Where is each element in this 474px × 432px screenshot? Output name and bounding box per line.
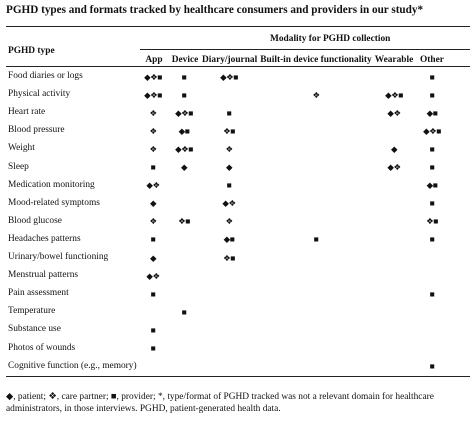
table-cell: ◆❖■ <box>220 71 238 82</box>
table-cell: ■ <box>181 71 187 82</box>
table-cell: ❖ <box>149 125 157 136</box>
table-cell: ❖ <box>149 143 157 154</box>
table-cell: ◆ <box>149 198 157 209</box>
col-header-wearable: Wearable <box>374 55 414 65</box>
pghd-type-header: PGHD type <box>8 46 55 56</box>
modality-header: Modality for PGHD collection <box>270 34 391 44</box>
row-label: Pain assessment <box>8 288 69 299</box>
table-cell: ■ <box>429 198 435 209</box>
table-cell: ❖■ <box>223 125 235 136</box>
row-label: Physical activity <box>8 89 71 100</box>
row-label: Photos of wounds <box>8 342 76 353</box>
table-cell: ■ <box>429 361 435 372</box>
table-footnote: ◆, patient; ❖, care partner; ■, provider… <box>6 392 434 414</box>
table-cell: ■ <box>181 306 187 317</box>
header-rule <box>6 66 470 67</box>
table-cell: ■ <box>150 288 156 299</box>
table-cell: ■ <box>150 324 156 335</box>
row-label: Urinary/bowel functioning <box>8 252 109 262</box>
top-rule <box>6 26 470 27</box>
table-cell: ◆❖■ <box>423 125 441 136</box>
col-header-device: Device <box>171 55 199 65</box>
table-cell: ◆■ <box>426 107 438 118</box>
table-cell: ❖■ <box>178 216 190 227</box>
table-cell: ◆❖■ <box>175 143 193 154</box>
table-cell: ■ <box>429 71 435 82</box>
table-cell: ◆❖■ <box>385 89 403 100</box>
table-cell: ■ <box>429 143 435 154</box>
table-cell: ◆■ <box>426 180 438 191</box>
table-cell: ◆ <box>180 162 188 172</box>
row-label: Blood glucose <box>8 215 62 226</box>
col-header-diary: Diary/journal <box>202 55 258 65</box>
col-header-builtin: Built-in device functionality <box>260 55 372 65</box>
table-cell: ◆ <box>390 143 398 154</box>
table-cell: ◆ <box>225 162 233 172</box>
table-cell: ◆❖■ <box>144 71 162 82</box>
row-label: Food diaries or logs <box>8 71 83 81</box>
table-cell: ◆❖ <box>387 107 401 118</box>
table-cell: ❖ <box>149 216 157 227</box>
row-label: Temperature <box>8 306 56 317</box>
table-cell: ❖ <box>312 89 320 100</box>
table-cell: ■ <box>150 162 156 172</box>
bottom-rule <box>6 376 470 377</box>
modality-subrule <box>140 49 470 50</box>
row-label: Cognitive function (e.g., memory) <box>8 360 137 371</box>
col-header-app: App <box>145 55 163 65</box>
table-cell: ■ <box>181 89 187 100</box>
row-label: Sleep <box>8 161 29 172</box>
table-cell: ❖ <box>225 216 233 227</box>
row-label: Weight <box>8 143 35 154</box>
table-cell: ■ <box>313 234 319 245</box>
table-cell: ❖ <box>149 107 157 118</box>
table-cell: ■ <box>429 89 435 100</box>
table-cell: ◆❖ <box>387 162 401 172</box>
table-cell: ❖■ <box>223 252 235 263</box>
table-cell: ❖ <box>225 143 233 154</box>
table-cell: ◆❖ <box>146 180 160 191</box>
row-label: Medication monitoring <box>8 179 95 190</box>
table-cell: ■ <box>226 107 232 118</box>
row-label: Mood-related symptoms <box>8 197 100 208</box>
row-label: Menstrual patterns <box>8 270 79 281</box>
table-cell: ◆❖■ <box>175 107 193 118</box>
row-label: Substance use <box>8 324 61 335</box>
table-cell: ◆■ <box>178 125 190 136</box>
table-cell: ■ <box>226 180 232 191</box>
table-cell: ■ <box>429 288 435 299</box>
col-header-other: Other <box>420 55 444 65</box>
table-cell: ◆❖ <box>146 270 160 281</box>
table-cell: ❖■ <box>426 216 438 227</box>
row-label: Headaches patterns <box>8 233 81 244</box>
row-label: Blood pressure <box>8 125 65 136</box>
table-cell: ◆ <box>149 252 157 263</box>
table-cell: ■ <box>429 234 435 245</box>
table-cell: ◆❖■ <box>144 89 162 100</box>
table-title: PGHD types and formats tracked by health… <box>6 4 424 16</box>
table-cell: ■ <box>429 162 435 172</box>
table-cell: ■ <box>150 343 156 353</box>
table-cell: ◆❖ <box>222 198 236 209</box>
table-cell: ◆■ <box>223 234 235 245</box>
table-cell: ■ <box>150 234 156 245</box>
row-label: Heart rate <box>8 107 46 118</box>
